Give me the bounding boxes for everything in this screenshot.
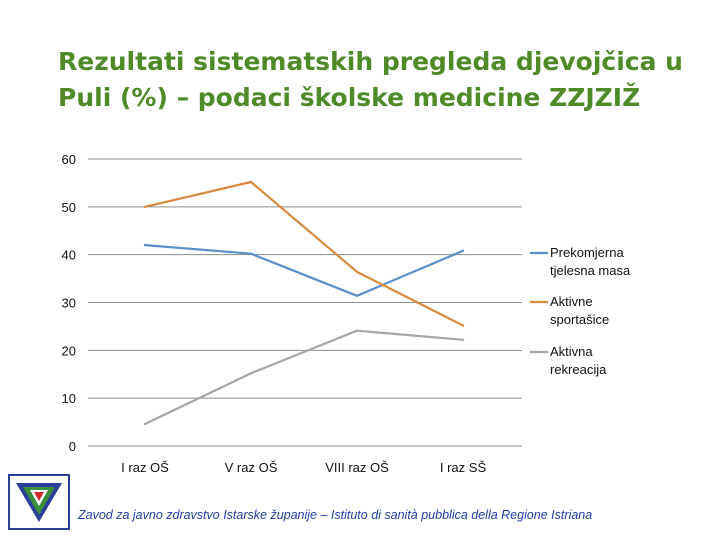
x-tick-label: I raz SŠ xyxy=(440,460,487,475)
y-tick-label: 60 xyxy=(62,152,76,167)
gridlines xyxy=(88,158,522,447)
y-tick-label: 30 xyxy=(62,296,76,311)
legend-label-line: Aktivne xyxy=(550,294,593,309)
line-chart: 0 10 20 30 40 50 60 I raz OŠ V raz OŠ VIII raz O… xyxy=(62,152,631,475)
x-axis-ticks: I raz OŠ V raz OŠ VIII raz OŠ I raz SŠ xyxy=(121,460,486,475)
data-point xyxy=(249,252,253,255)
series-line-2 xyxy=(144,329,464,425)
x-tick-label: I raz OŠ xyxy=(121,460,169,475)
y-tick-label: 50 xyxy=(62,200,76,215)
data-point xyxy=(143,422,147,426)
y-tick-label: 40 xyxy=(62,248,76,263)
data-point xyxy=(355,294,359,297)
series-line-0 xyxy=(144,244,464,297)
legend-label-line: Prekomjerna xyxy=(550,245,624,260)
x-tick-label: V raz OŠ xyxy=(225,460,278,475)
y-tick-label: 10 xyxy=(62,391,76,406)
data-point xyxy=(355,329,359,332)
legend-label-line: Aktivna xyxy=(550,344,593,359)
legend: Prekomjerna tjelesna masa Aktivne sportašic… xyxy=(530,245,631,377)
legend-label-line: rekreacija xyxy=(550,362,607,377)
data-point xyxy=(461,324,465,327)
data-point xyxy=(249,372,253,375)
page-title: Rezultati sistematskih pregleda djevojči… xyxy=(58,47,683,112)
legend-entry-0: Prekomjerna tjelesna masa xyxy=(550,245,631,278)
data-point xyxy=(355,270,359,274)
data-point xyxy=(143,205,147,208)
y-tick-label: 20 xyxy=(62,343,76,358)
data-point xyxy=(461,249,465,252)
data-point xyxy=(461,338,465,341)
legend-label-line: sportašice xyxy=(550,312,609,327)
legend-entry-2: Aktivna rekreacija xyxy=(550,344,607,377)
data-point xyxy=(249,180,253,184)
footer-institution: Zavod za javno zdravstvo Istarske župani… xyxy=(78,508,593,522)
x-tick-label: VIII raz OŠ xyxy=(325,460,389,475)
data-point xyxy=(143,243,147,247)
legend-entry-1: Aktivne sportašice xyxy=(550,294,609,327)
y-axis-ticks: 0 10 20 30 40 50 60 xyxy=(62,152,76,454)
series-lines xyxy=(143,180,465,426)
series-line-1 xyxy=(144,180,464,327)
institute-logo-icon xyxy=(8,474,70,530)
y-tick-label: 0 xyxy=(69,439,76,454)
legend-label-line: tjelesna masa xyxy=(550,263,631,278)
